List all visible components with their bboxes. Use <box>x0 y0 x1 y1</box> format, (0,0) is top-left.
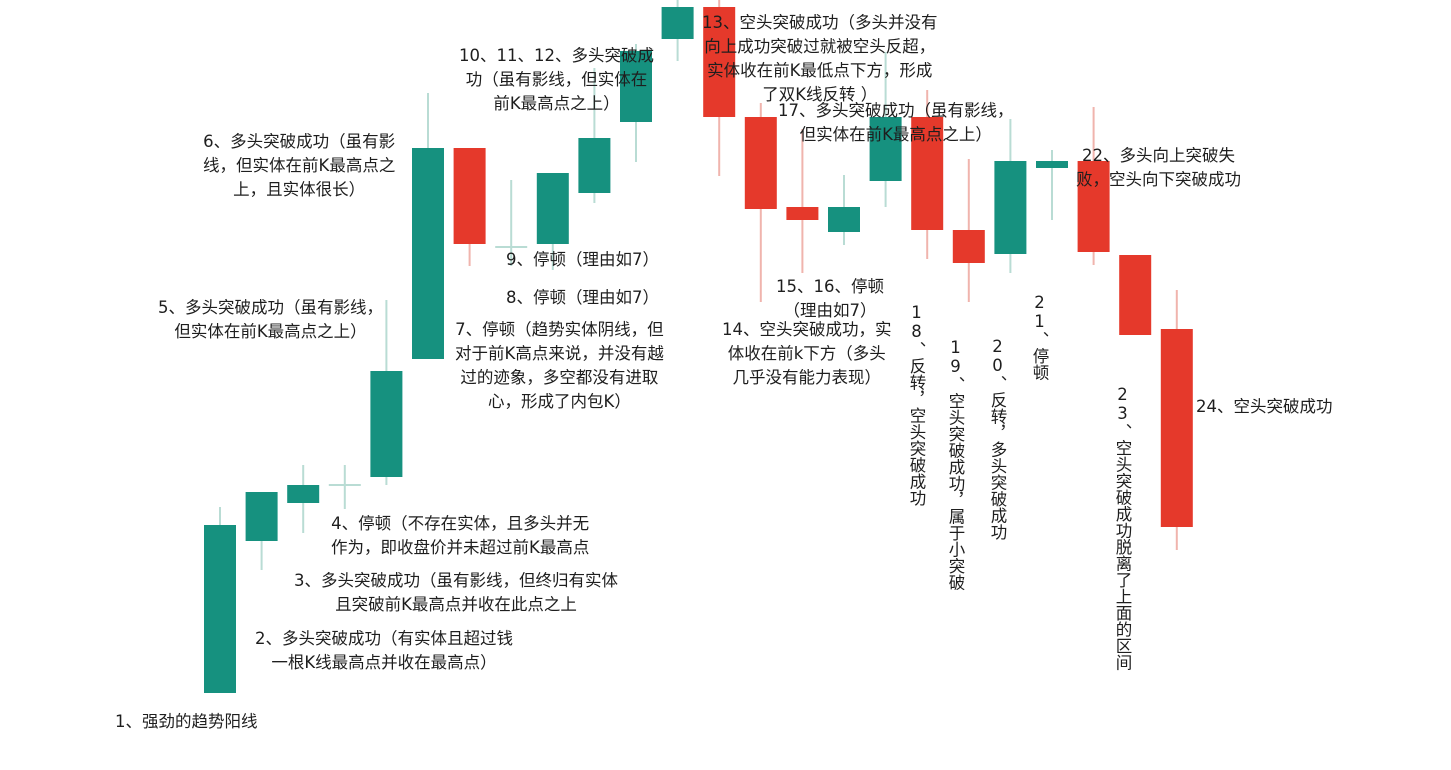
candle-11-body <box>620 51 652 122</box>
candle-23-body <box>1119 255 1152 335</box>
annotation-19: 19、空头突破成功，属于小突破 <box>946 338 965 591</box>
candle-5-body <box>370 371 403 477</box>
candle-3-body <box>287 485 320 503</box>
annotation-4: 4、停顿（不存在实体，且多头并无 作为，即收盘价并未超过前K最高点 <box>331 514 590 557</box>
annotation-17: 17、多头突破成功（虽有影线， 但实体在前K最高点之上） <box>778 101 1014 144</box>
candle-20-body <box>994 161 1027 254</box>
annotation-13: 13、空头突破成功（多头并没有 向上成功突破过就被空头反超， 实体收在前K最低点… <box>702 13 938 104</box>
candle-8-body <box>495 246 528 248</box>
candle-24-body <box>1160 329 1193 527</box>
annotation-18: 18、反转，空头突破成功 <box>907 303 926 506</box>
annotation-15-16: 15、16、停顿 （理由如7） <box>776 277 884 320</box>
annotation-3: 3、多头突破成功（虽有影线，但终归有实体 且突破前K最高点并收在此点之上 <box>294 571 618 614</box>
annotation-22: 22、多头向上突破失 败，空头向下突破成功 <box>1076 146 1241 189</box>
candle-2-body <box>245 492 278 541</box>
candle-10-body <box>578 138 611 193</box>
candle-4-body <box>328 484 361 486</box>
annotation-10-12: 10、11、12、多头突破成 功（虽有影线，但实体在 前K最高点之上） <box>459 46 654 113</box>
annotation-5: 5、多头突破成功（虽有影线， 但实体在前K最高点之上） <box>158 298 383 341</box>
annotation-9: 9、停顿（理由如7） <box>506 250 659 269</box>
candle-14-body <box>744 117 777 209</box>
annotation-20: 20、反转，多头突破成功 <box>988 337 1007 540</box>
annotation-23: 23、空头突破成功脱离了上面的区间 <box>1113 385 1132 671</box>
annotation-6: 6、多头突破成功（虽有影 线，但实体在前K最高点之 上，且实体很长） <box>203 132 396 199</box>
candle-6-body <box>412 148 444 359</box>
annotation-24: 24、空头突破成功 <box>1196 397 1333 416</box>
candle-22-body <box>1077 161 1110 252</box>
annotation-21: 21、停顿 <box>1030 293 1049 381</box>
candle-7-body <box>453 148 486 244</box>
candle-19-body <box>952 230 985 263</box>
annotation-1: 1、强劲的趋势阳线 <box>115 712 258 731</box>
candle-15-body <box>786 207 819 220</box>
candle-9-body <box>536 173 569 244</box>
candle-1-body <box>204 525 236 693</box>
annotation-14: 14、空头突破成功，实 体收在前k下方（多头 几乎没有能力表现） <box>722 320 892 387</box>
candle-21-body <box>1036 161 1068 168</box>
annotation-2: 2、多头突破成功（有实体且超过钱 一根K线最高点并收在最高点） <box>255 629 513 672</box>
candle-16-body <box>828 207 860 232</box>
annotation-8: 8、停顿（理由如7） <box>506 288 659 307</box>
candle-17-body <box>869 117 902 181</box>
annotation-7: 7、停顿（趋势实体阴线，但 对于前K高点来说，并没有越 过的迹象，多空都没有进取… <box>455 320 664 411</box>
candle-12-body <box>661 7 694 39</box>
candle-13-body <box>703 7 736 117</box>
candle-18-body <box>911 117 944 230</box>
